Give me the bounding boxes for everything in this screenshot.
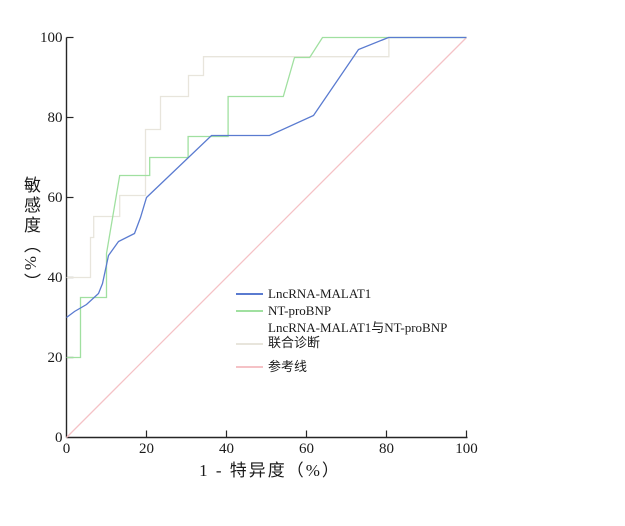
legend-entry-reference-line: 参考线 xyxy=(236,359,447,374)
roc-curve-0 xyxy=(66,37,467,438)
legend-label-malat1: LncRNA-MALAT1 xyxy=(268,286,372,301)
legend-entry-combined: LncRNA-MALAT1与NT-proBNP 联合诊断 xyxy=(236,320,447,350)
legend-label-reference: 参考线 xyxy=(268,359,308,374)
legend-line-swatch-combined xyxy=(236,343,263,345)
x-tick-label: 100 xyxy=(455,440,478,457)
roc-curves xyxy=(66,36,467,438)
legend-label-combined-line2: 联合诊断 xyxy=(268,335,321,350)
y-tick-label: 20 xyxy=(47,349,63,366)
legend-line-swatch-malat1 xyxy=(236,292,263,295)
x-tick-label: 0 xyxy=(62,440,71,457)
legend-label-combined-line1: LncRNA-MALAT1与NT-proBNP xyxy=(268,320,448,335)
y-tick-label: 100 xyxy=(40,29,63,46)
x-axis-title: 1 - 特异度（%） xyxy=(199,461,341,480)
y-tick-label: 80 xyxy=(47,109,63,126)
legend-entry-ntprobnp: NT-proBNP xyxy=(236,303,447,318)
y-tick-label: 40 xyxy=(47,269,63,286)
legend-label-combined: LncRNA-MALAT1与NT-proBNP 联合诊断 xyxy=(268,320,447,350)
axes xyxy=(65,36,468,439)
x-tick-label: 40 xyxy=(219,440,234,457)
y-axis-title: 敏感度（%） xyxy=(21,176,40,294)
y-tick-label: 60 xyxy=(47,189,63,206)
roc-curve-1 xyxy=(66,36,467,279)
legend-line-swatch-reference xyxy=(236,365,263,368)
legend-entry-malat1: LncRNA-MALAT1 xyxy=(236,286,447,301)
x-tick-label: 60 xyxy=(299,440,314,457)
x-tick-label: 80 xyxy=(379,440,394,457)
legend: LncRNA-MALAT1 NT-proBNP LncRNA-MALAT1与NT… xyxy=(236,286,447,376)
y-tick-label: 0 xyxy=(55,429,63,446)
legend-line-swatch-ntprobnp xyxy=(236,309,263,312)
roc-curve-3 xyxy=(66,36,467,319)
legend-label-ntprobnp: NT-proBNP xyxy=(268,303,332,318)
x-tick-label: 20 xyxy=(139,440,154,457)
